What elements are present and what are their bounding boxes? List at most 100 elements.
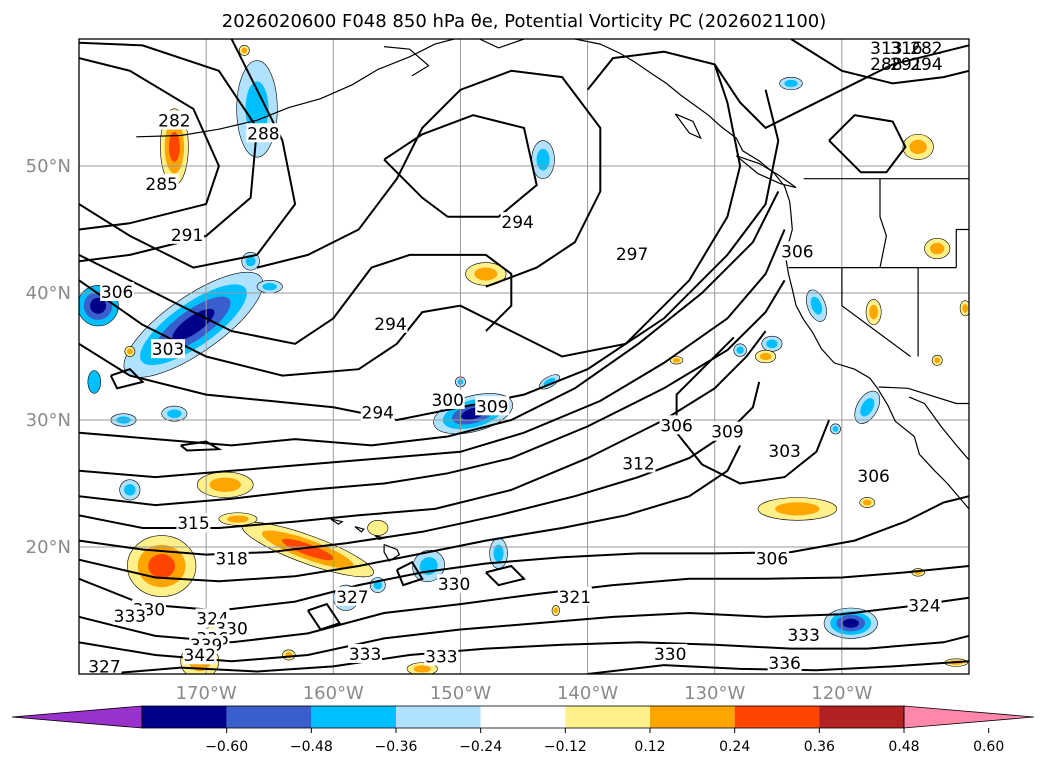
contour-label-background bbox=[754, 548, 789, 568]
colorbar-segment bbox=[142, 706, 227, 728]
contour-label: 330 bbox=[654, 645, 686, 665]
contour-label: 333 bbox=[114, 607, 146, 627]
contour-label-background bbox=[144, 174, 179, 194]
colorbar-segment bbox=[734, 706, 820, 728]
map-frame bbox=[78, 38, 970, 675]
theta-e-contour bbox=[79, 229, 786, 479]
theta-e-contour bbox=[256, 69, 602, 288]
theta-e-contour bbox=[79, 596, 969, 663]
contour-label: 333 bbox=[425, 647, 457, 667]
coastline bbox=[879, 178, 888, 268]
contour-label-background bbox=[151, 339, 185, 359]
theta-e-contour bbox=[104, 634, 969, 674]
colorbar-tick-labels: −0.60 −0.48 −0.36 −0.24 −0.12 0.12 0.24 0.36 0.4… bbox=[205, 728, 1004, 755]
contour-label-background bbox=[87, 656, 122, 674]
pv-shaded-region bbox=[766, 339, 778, 349]
contour-label: 300 bbox=[431, 391, 463, 411]
contour-label: 282 bbox=[910, 39, 942, 59]
theta-e-contour bbox=[675, 336, 831, 485]
coastline bbox=[136, 39, 455, 138]
contour-label-background bbox=[182, 645, 217, 665]
pv-shaded-region bbox=[90, 297, 107, 314]
contour-label: 324 bbox=[908, 597, 940, 617]
colorbar-extend-low bbox=[11, 705, 143, 729]
contour-label-background bbox=[112, 605, 147, 625]
contour-label: 297 bbox=[616, 245, 648, 265]
theta-e-contour bbox=[586, 44, 969, 130]
pv-shaded-region bbox=[869, 304, 878, 320]
colorbar-tick-label: −0.60 bbox=[205, 739, 248, 755]
lat-tick-label: 50°N bbox=[26, 156, 71, 177]
contour-label-background bbox=[176, 513, 211, 533]
theta-e-contour bbox=[79, 64, 742, 377]
theta-e-contour bbox=[79, 39, 297, 269]
contour-label: 306 bbox=[660, 416, 692, 436]
colorbar-tick-label: 0.24 bbox=[719, 739, 750, 755]
theta-e-contour bbox=[79, 444, 741, 583]
colorbar-tick-label: −0.24 bbox=[459, 739, 502, 755]
theta-e-contours bbox=[79, 39, 969, 674]
contour-label: 294 bbox=[910, 55, 942, 75]
pv-shaded-region bbox=[553, 607, 558, 614]
pv-shaded-region bbox=[87, 370, 101, 394]
contour-label-background bbox=[360, 402, 395, 422]
contour-label: 309 bbox=[711, 423, 743, 443]
colorbar-segment bbox=[650, 706, 735, 728]
theta-e-contour bbox=[79, 57, 220, 231]
contour-label-background bbox=[373, 313, 408, 333]
lon-tick-label: 120°W bbox=[811, 683, 872, 704]
pv-shaded-region bbox=[862, 499, 872, 506]
contour-label: 306 bbox=[857, 467, 889, 487]
theta-e-contour bbox=[180, 440, 223, 452]
colorbar-tick-label: 0.48 bbox=[888, 739, 919, 755]
colorbar-tick-label: −0.12 bbox=[544, 739, 587, 755]
contour-label-background bbox=[437, 574, 472, 594]
contour-label: 312 bbox=[622, 454, 654, 474]
colorbar-segment bbox=[480, 706, 566, 728]
chart-title: 2026020600 F048 850 hPa θe, Potential Vo… bbox=[222, 11, 827, 32]
contour-label-background bbox=[615, 243, 650, 263]
lon-tick-label: 160°W bbox=[303, 683, 364, 704]
theta-e-contour bbox=[307, 602, 342, 631]
pv-shaded-region bbox=[126, 348, 133, 355]
lat-tick-label: 30°N bbox=[26, 410, 71, 431]
contour-label-background bbox=[653, 643, 688, 663]
contour-label: 336 bbox=[768, 654, 800, 674]
contour-label-background bbox=[100, 282, 135, 301]
pv-shaded-region bbox=[281, 538, 334, 561]
pv-shaded-region bbox=[842, 618, 859, 628]
lat-tick-label: 20°N bbox=[26, 537, 71, 558]
contour-label-background bbox=[786, 624, 821, 644]
pv-shaded-region bbox=[860, 398, 875, 417]
contour-label-background bbox=[767, 652, 802, 672]
coastline bbox=[479, 39, 525, 49]
colorbar-segment bbox=[226, 706, 312, 728]
contour-label: 321 bbox=[559, 588, 591, 608]
pv-shaded-region bbox=[934, 357, 941, 364]
coastline bbox=[330, 518, 344, 525]
contour-label: 330 bbox=[438, 575, 470, 595]
theta-e-contour-labels: 2822852882912942942942973003033033063063… bbox=[87, 39, 943, 674]
colorbar-extend-high bbox=[903, 705, 1035, 729]
pv-shaded-region bbox=[543, 377, 556, 387]
colorbar-outline bbox=[141, 705, 905, 729]
colorbar-segment bbox=[311, 706, 396, 728]
coastline bbox=[354, 526, 365, 533]
lon-tick-label: 140°W bbox=[557, 683, 618, 704]
contour-label: 306 bbox=[101, 283, 133, 303]
pv-shaded-region bbox=[810, 296, 823, 315]
contour-label-background bbox=[500, 212, 535, 232]
pv-shaded-region bbox=[909, 139, 927, 155]
contour-label: 315 bbox=[177, 514, 209, 534]
theta-e-contour bbox=[790, 39, 969, 85]
pv-shaded-region bbox=[413, 665, 431, 673]
pv-shaded-region bbox=[930, 242, 945, 255]
coastline bbox=[955, 228, 969, 268]
contour-label: 285 bbox=[145, 175, 177, 195]
pv-shaded-region bbox=[167, 409, 182, 418]
contour-label: 327 bbox=[336, 588, 368, 608]
theta-e-contour bbox=[485, 564, 526, 587]
theta-e-contour bbox=[109, 368, 145, 390]
colorbar-tick-label: −0.36 bbox=[375, 739, 418, 755]
pv-shaded-region bbox=[962, 303, 969, 313]
